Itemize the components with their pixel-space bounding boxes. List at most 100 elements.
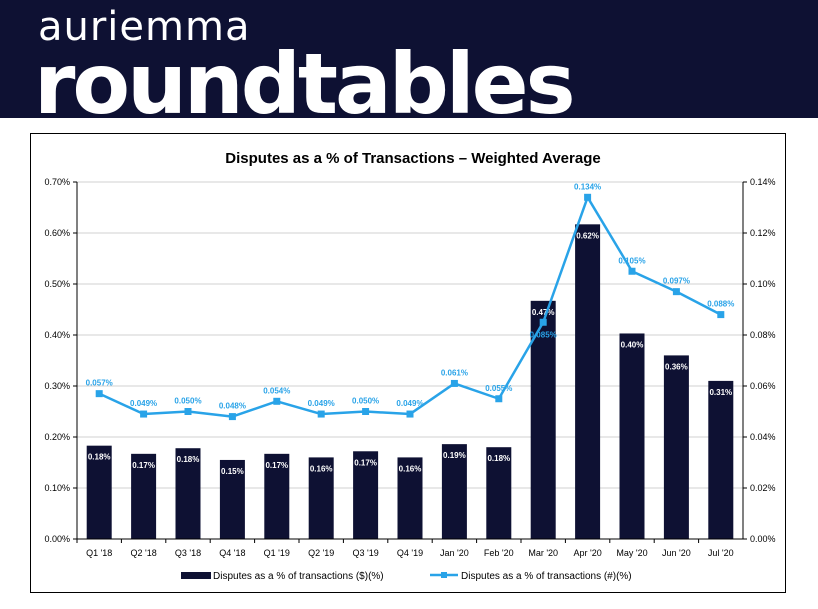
right-axis-tick-label: 0.04% bbox=[750, 432, 776, 442]
chart-title: Disputes as a % of Transactions – Weight… bbox=[225, 150, 600, 167]
line-value-label: 0.049% bbox=[130, 399, 157, 408]
legend: Disputes as a % of transactions ($)(%) D… bbox=[181, 571, 632, 582]
left-axis-tick-label: 0.10% bbox=[44, 483, 70, 493]
bar-value-label: 0.47% bbox=[532, 308, 555, 317]
left-axis-tick-label: 0.40% bbox=[44, 330, 70, 340]
bar bbox=[708, 380, 734, 539]
line-value-label: 0.105% bbox=[618, 256, 645, 265]
bar-value-label: 0.18% bbox=[88, 453, 111, 462]
line-marker bbox=[317, 410, 325, 418]
line-marker bbox=[406, 410, 414, 418]
line-series: 0.057% 0.049% 0.050% 0.048% 0.054% 0.049% 0.05… bbox=[86, 182, 734, 421]
x-axis-tick-label: Feb '20 bbox=[484, 548, 514, 558]
line-marker bbox=[495, 395, 503, 403]
line-marker bbox=[362, 408, 370, 415]
bar-value-label: 0.17% bbox=[132, 461, 155, 470]
x-axis-tick-label: Q4 '18 bbox=[219, 548, 245, 558]
line-marker bbox=[672, 288, 680, 296]
left-axis-tick-label: 0.70% bbox=[44, 177, 70, 187]
x-axis-tick-label: Q2 '19 bbox=[308, 548, 334, 558]
bar bbox=[530, 300, 556, 539]
bar bbox=[175, 448, 201, 539]
line-marker bbox=[539, 318, 547, 326]
x-axis-tick-label: Q1 '19 bbox=[264, 548, 290, 558]
legend-swatch-marker bbox=[441, 572, 447, 578]
line-marker bbox=[184, 408, 192, 415]
line-value-label: 0.048% bbox=[219, 402, 246, 411]
axes: 0.00% 0.00% 0.10% 0.02% 0.20% 0.04% 0.30% 0.06%… bbox=[44, 177, 775, 558]
x-axis-tick-label: Q4 '19 bbox=[397, 548, 423, 558]
chart-svg: Disputes as a % of Transactions – Weight… bbox=[44, 150, 775, 582]
x-axis-tick-label: May '20 bbox=[616, 548, 647, 558]
right-axis-tick-label: 0.02% bbox=[750, 483, 776, 493]
bar bbox=[486, 447, 512, 539]
line-marker bbox=[628, 267, 636, 275]
x-axis-tick-label: Apr '20 bbox=[573, 548, 601, 558]
right-axis-tick-label: 0.14% bbox=[750, 177, 776, 187]
line-marker bbox=[228, 413, 236, 421]
legend-label-line: Disputes as a % of transactions (#)(%) bbox=[461, 571, 632, 582]
bar-value-label: 0.31% bbox=[709, 388, 732, 397]
line-marker bbox=[95, 390, 103, 398]
line-marker bbox=[717, 311, 725, 319]
bar-value-label: 0.40% bbox=[621, 340, 644, 349]
bar-value-label: 0.16% bbox=[310, 464, 333, 473]
right-axis-tick-label: 0.12% bbox=[750, 228, 776, 238]
chart-frame: Disputes as a % of Transactions – Weight… bbox=[30, 133, 786, 593]
line-value-label: 0.085% bbox=[530, 330, 557, 339]
line-value-label: 0.054% bbox=[263, 386, 290, 395]
line-marker bbox=[584, 193, 592, 201]
bar-value-label: 0.36% bbox=[665, 362, 688, 371]
left-axis-tick-label: 0.30% bbox=[44, 381, 70, 391]
bar bbox=[131, 453, 157, 539]
right-axis-tick-label: 0.00% bbox=[750, 534, 776, 544]
bar bbox=[308, 457, 334, 539]
brand-logo-small: auriemma bbox=[38, 4, 251, 50]
right-axis-tick-label: 0.08% bbox=[750, 330, 776, 340]
line-value-label: 0.061% bbox=[441, 368, 468, 377]
x-axis-tick-label: Jul '20 bbox=[708, 548, 734, 558]
bar bbox=[663, 355, 689, 539]
bar bbox=[86, 445, 112, 539]
bar-value-label: 0.17% bbox=[265, 461, 288, 470]
left-axis-tick-label: 0.60% bbox=[44, 228, 70, 238]
line-marker bbox=[140, 410, 148, 418]
bar bbox=[441, 444, 467, 539]
x-axis-tick-label: Q1 '18 bbox=[86, 548, 112, 558]
line-marker bbox=[273, 397, 281, 405]
bar bbox=[575, 224, 601, 539]
x-axis-tick-label: Q2 '18 bbox=[130, 548, 156, 558]
line-value-label: 0.049% bbox=[308, 399, 335, 408]
header-banner: auriemma roundtables bbox=[0, 0, 818, 118]
bar-value-label: 0.16% bbox=[399, 464, 422, 473]
bar bbox=[397, 457, 423, 539]
line-value-label: 0.050% bbox=[352, 397, 379, 406]
line-value-label: 0.134% bbox=[574, 182, 601, 191]
line-value-label: 0.050% bbox=[174, 397, 201, 406]
legend-label-bars: Disputes as a % of transactions ($)(%) bbox=[213, 571, 384, 582]
right-axis-tick-label: 0.06% bbox=[750, 381, 776, 391]
brand-logo-large: roundtables bbox=[34, 35, 576, 118]
line-value-label: 0.049% bbox=[396, 399, 423, 408]
bar-value-label: 0.18% bbox=[177, 455, 200, 464]
bar bbox=[264, 453, 290, 539]
line-value-label: 0.097% bbox=[663, 277, 690, 286]
bar-value-label: 0.19% bbox=[443, 451, 466, 460]
x-axis-tick-label: Jan '20 bbox=[440, 548, 469, 558]
line-marker bbox=[450, 379, 458, 387]
x-axis-tick-label: Q3 '18 bbox=[175, 548, 201, 558]
left-axis-tick-label: 0.00% bbox=[44, 534, 70, 544]
right-axis-tick-label: 0.10% bbox=[750, 279, 776, 289]
bar-value-label: 0.15% bbox=[221, 467, 244, 476]
bar-value-label: 0.17% bbox=[354, 458, 377, 467]
x-axis-tick-label: Jun '20 bbox=[662, 548, 691, 558]
line-value-label: 0.057% bbox=[86, 379, 113, 388]
line-value-label: 0.055% bbox=[485, 384, 512, 393]
bar bbox=[219, 459, 245, 539]
bar-value-label: 0.62% bbox=[576, 231, 599, 240]
bar-series: 0.18% 0.17% 0.18% 0.15% 0.17% 0.16% 0.17% 0.16%… bbox=[86, 224, 734, 539]
bar bbox=[619, 333, 645, 539]
bar bbox=[353, 451, 379, 539]
left-axis-tick-label: 0.20% bbox=[44, 432, 70, 442]
x-axis-tick-label: Q3 '19 bbox=[352, 548, 378, 558]
